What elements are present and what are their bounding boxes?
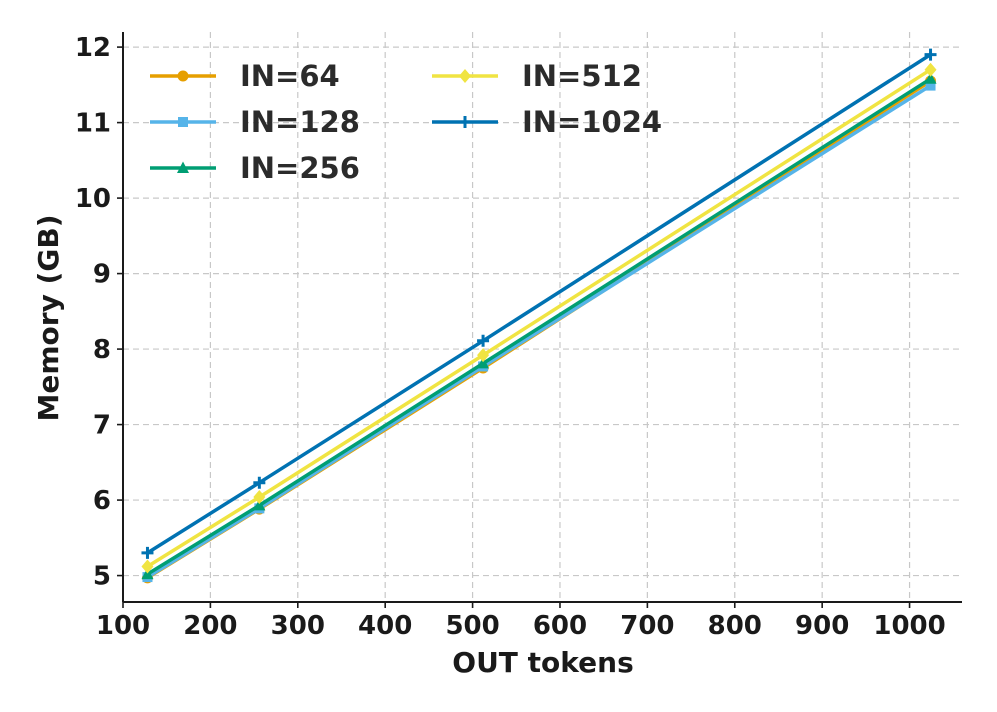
series-line [146,84,932,579]
x-tick-label: 900 [795,611,849,641]
x-axis-title: OUT tokens [452,646,633,679]
y-tick-label: 10 [75,184,111,214]
legend-entry: IN=512 [432,59,642,93]
legend-entry: IN=1024 [432,105,662,139]
legend-label: IN=128 [240,105,360,139]
series-in-1024 [141,48,937,559]
legend-label: IN=512 [522,59,642,93]
x-tick-label: 500 [445,611,499,641]
axes: 100 200 300 400 500 600 700 800 900 1000 5 6 7 8 9 10 11… [75,32,962,641]
legend-label: IN=1024 [522,105,662,139]
data-point [253,498,266,511]
y-tick-label: 7 [93,411,111,441]
legend-marker [178,117,188,127]
y-tick-label: 6 [93,486,111,516]
y-tick-label: 8 [93,335,111,365]
x-tick-label: 200 [183,611,237,641]
series-line [146,77,932,576]
legend-entry: IN=256 [150,151,360,185]
legend-marker [177,161,189,173]
data-point [924,72,937,84]
data-point [477,334,490,347]
x-tick-label: 400 [358,611,412,641]
data-point [924,48,937,61]
legend: IN=64 IN=128 IN=256 IN=512 IN=1024 [150,59,662,185]
x-tick-label: 1000 [873,611,945,641]
x-tick-label: 600 [533,611,587,641]
y-tick-label: 11 [75,109,111,139]
series-in-256 [141,72,937,580]
series-line [146,68,932,568]
data-point [477,348,490,363]
legend-marker [459,69,471,83]
x-tick-label: 100 [96,611,150,641]
data-point [925,80,936,91]
series-line [146,53,932,555]
y-tick-label: 12 [75,33,111,63]
data-point [253,490,266,505]
data-point [141,559,154,574]
legend-entry: IN=128 [150,105,360,139]
data-point [253,476,266,489]
y-tick-label: 9 [93,260,111,290]
x-tick-label: 300 [271,611,325,641]
x-tick-label: 700 [620,611,674,641]
legend-entry: IN=64 [150,59,340,93]
series-lines [141,48,937,584]
x-tick-label: 800 [708,611,762,641]
data-point [477,356,490,369]
series-in-512 [141,62,937,574]
data-point [141,546,154,559]
y-axis-title: Memory (GB) [32,215,65,422]
legend-label: IN=256 [240,151,360,185]
data-point [924,62,937,77]
y-tick-label: 5 [93,562,111,592]
legend-marker [459,116,471,128]
legend-marker [177,70,189,82]
legend-label: IN=64 [240,59,340,93]
